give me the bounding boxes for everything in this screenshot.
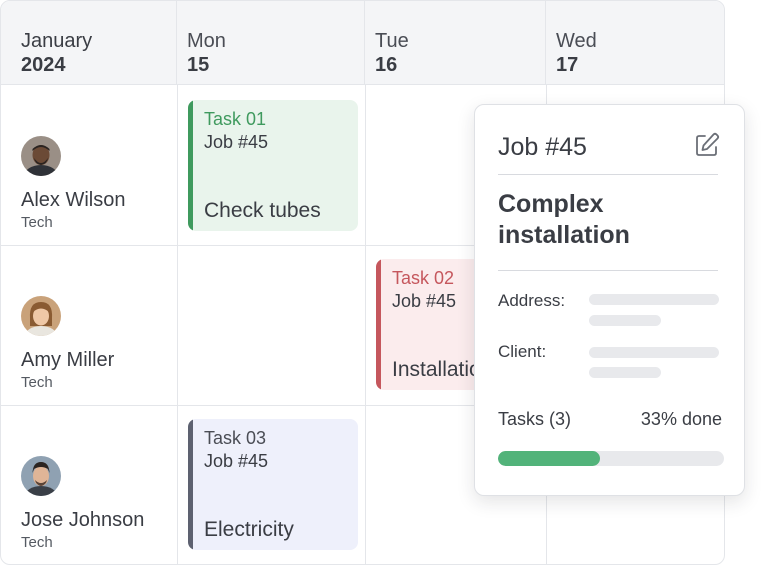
month-label: January [21,30,93,52]
month-header: January 2024 [1,1,177,85]
task-card[interactable]: Task 02 Job #45 Installation [376,259,486,390]
task-job: Job #45 [392,291,457,311]
weekday-label: Tue [375,30,409,52]
client-label: Client: [498,342,547,361]
edit-icon[interactable] [693,131,721,159]
person-row-header[interactable]: Jose Johnson Tech [21,456,144,554]
person-role: Tech [21,214,53,231]
address-placeholder-line [589,315,661,326]
tasks-count-label: Tasks (3) [498,409,572,429]
popup-title: Job #45 [498,133,587,161]
task-color-bar [188,100,193,231]
task-job: Job #45 [204,451,269,471]
task-description: Electricity [204,518,294,541]
task-card[interactable]: Task 03 Job #45 Electricity [188,419,358,550]
person-role: Tech [21,534,53,551]
date-label: 16 [375,54,398,76]
grid-divider [177,85,178,564]
progress-bar [498,451,724,466]
date-label: 15 [187,54,210,76]
day-header-wed[interactable]: Wed 17 [546,1,724,85]
day-header-mon[interactable]: Mon 15 [177,1,365,85]
popup-divider [498,174,718,175]
task-job: Job #45 [204,132,269,152]
avatar [21,296,61,336]
address-placeholder-line [589,294,719,305]
address-label: Address: [498,291,566,310]
avatar [21,456,61,496]
grid-divider [1,245,724,246]
job-details-popup: Job #45 Complex installation Address: Cl… [474,104,745,496]
grid-divider [1,405,724,406]
person-name: Alex Wilson [21,189,126,211]
grid-divider [365,85,366,564]
person-name: Amy Miller [21,349,115,371]
date-label: 17 [556,54,579,76]
person-row-header[interactable]: Amy Miller Tech [21,296,114,394]
day-header-tue[interactable]: Tue 16 [365,1,546,85]
progress-fill [498,451,600,466]
progress-text: 33% done [640,409,722,429]
client-placeholder-line [589,347,719,358]
task-description: Check tubes [204,199,321,222]
year-label: 2024 [21,54,66,76]
person-row-header[interactable]: Alex Wilson Tech [21,136,125,234]
weekday-label: Wed [556,30,597,52]
client-placeholder-line [589,367,661,378]
person-name: Jose Johnson [21,509,145,531]
task-color-bar [376,259,381,390]
task-card[interactable]: Task 01 Job #45 Check tubes [188,100,358,231]
task-title: Task 03 [204,428,267,448]
person-role: Tech [21,374,53,391]
avatar [21,136,61,176]
calendar-header: January 2024 Mon 15 Tue 16 Wed 17 [1,1,724,85]
popup-divider [498,270,718,271]
task-color-bar [188,419,193,550]
task-title: Task 01 [204,109,267,129]
task-title: Task 02 [392,268,455,288]
popup-heading: Complex installation [498,190,630,249]
weekday-label: Mon [187,30,226,52]
task-description: Installation [392,358,486,381]
